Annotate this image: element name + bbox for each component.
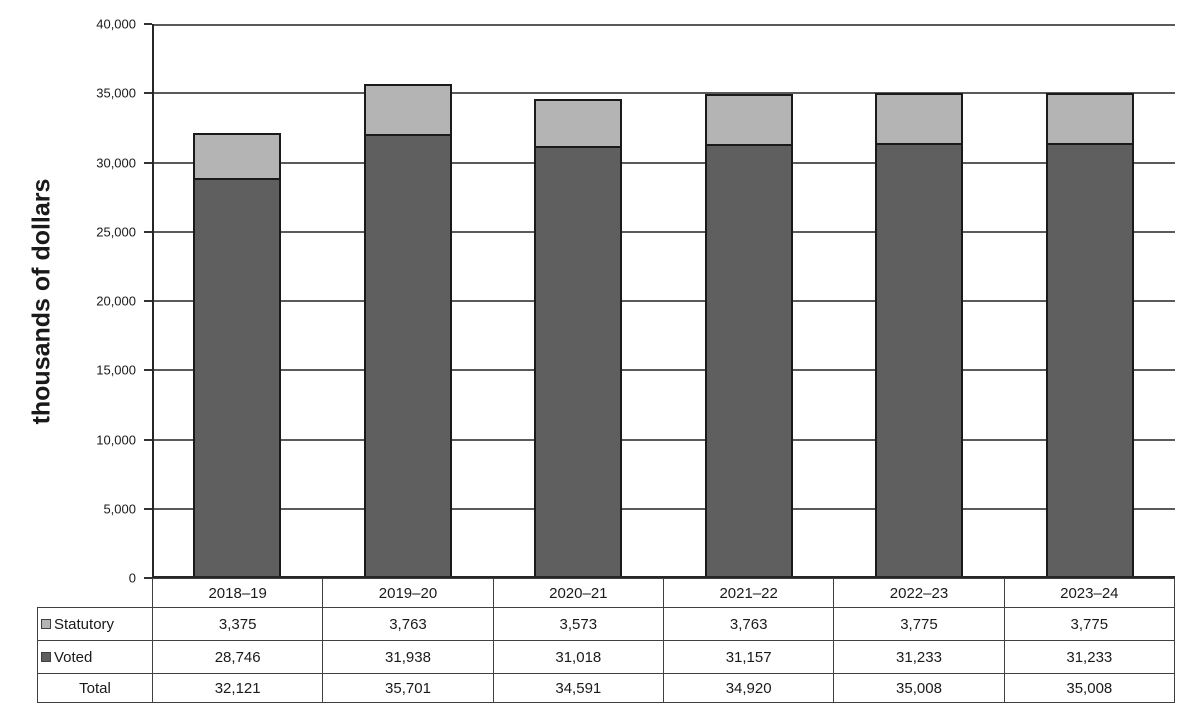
gridline — [152, 438, 1175, 441]
value-cell: 31,233 — [1003, 640, 1176, 674]
value-cell: 3,763 — [322, 607, 494, 641]
gridline — [152, 300, 1175, 302]
value-cell: 32,121 — [151, 673, 324, 703]
y-tick — [144, 300, 152, 302]
bar-segment-statutory — [193, 133, 282, 180]
year-header-cell: 2019–20 — [322, 578, 494, 608]
year-header-cell: 2020–21 — [492, 578, 664, 608]
y-tick-label: 25,000 — [96, 224, 136, 240]
bar-segment-voted — [193, 179, 282, 578]
y-tick — [144, 507, 152, 510]
bar-segment-voted — [875, 145, 964, 578]
y-tick — [144, 577, 152, 579]
gridline — [152, 24, 1175, 26]
legend-label: Statutory — [54, 615, 115, 633]
value-cell: 31,157 — [662, 640, 835, 674]
value-cell: 35,701 — [322, 673, 494, 703]
value-cell: 31,938 — [322, 640, 494, 674]
bar-2019-20 — [363, 83, 452, 578]
bar-2022-23 — [875, 93, 964, 578]
y-tick-label: 0 — [128, 570, 136, 586]
y-tick — [144, 23, 152, 25]
statutory-legend-swatch-icon — [41, 619, 51, 629]
table-corner — [38, 579, 153, 608]
table-row-total: Total 32,121 35,701 34,591 34,920 35,008 35,00… — [37, 673, 1176, 703]
value-cell: 35,008 — [1003, 673, 1176, 703]
value-cell: 28,746 — [151, 640, 324, 674]
value-cell: 3,763 — [662, 607, 835, 641]
row-label-total: Total — [37, 673, 153, 703]
legend-label: Voted — [54, 648, 93, 666]
year-header-cell: 2018–19 — [151, 578, 324, 608]
row-label-voted: Voted — [37, 640, 153, 674]
bar-2020-21 — [534, 98, 623, 578]
value-cell: 35,008 — [833, 673, 1005, 703]
table-row-voted: Voted 28,746 31,938 31,018 31,157 31,233 31,23… — [37, 640, 1176, 674]
gridline — [152, 92, 1175, 95]
plot-area — [152, 24, 1175, 578]
value-cell: 3,375 — [151, 607, 324, 641]
x-axis-line — [152, 576, 1175, 578]
value-cell: 3,775 — [833, 607, 1005, 641]
y-tick — [144, 438, 152, 441]
value-cell: 31,018 — [492, 640, 664, 674]
bar-segment-voted — [704, 146, 793, 578]
bar-segment-statutory — [875, 93, 964, 146]
gridline — [152, 161, 1175, 164]
voted-legend-swatch-icon — [41, 652, 51, 662]
y-axis: 0 5,000 10,000 15,000 20,000 25,000 30,000 35,0… — [0, 17, 140, 586]
value-cell: 31,233 — [833, 640, 1005, 674]
y-tick — [144, 161, 152, 164]
gridline — [152, 507, 1175, 510]
y-tick — [144, 92, 152, 95]
bar-segment-statutory — [1045, 93, 1134, 146]
row-label-statutory: Statutory — [37, 607, 153, 641]
y-tick-label: 15,000 — [96, 362, 136, 378]
year-header-cell: 2022–23 — [833, 578, 1005, 608]
bar-2021-22 — [704, 94, 793, 578]
value-cell: 34,920 — [662, 673, 835, 703]
bar-segment-statutory — [363, 83, 452, 136]
value-cell: 3,775 — [1003, 607, 1176, 641]
bar-2023-24 — [1045, 93, 1134, 578]
data-table: 2018–19 2019–20 2020–21 2021–22 2022–23 2023–… — [37, 578, 1176, 703]
y-tick-label: 10,000 — [96, 432, 136, 447]
bar-segment-voted — [1045, 145, 1134, 578]
value-cell: 34,591 — [492, 673, 664, 703]
value-cell: 3,573 — [492, 607, 664, 641]
bar-segment-voted — [363, 135, 452, 578]
bar-2018-19 — [193, 133, 282, 578]
y-axis-line — [152, 24, 154, 578]
gridline — [152, 369, 1175, 372]
y-tick-label: 40,000 — [96, 16, 136, 32]
y-tick-label: 5,000 — [103, 501, 136, 517]
gridline — [152, 230, 1175, 233]
bar-segment-statutory — [704, 94, 793, 147]
y-tick-label: 35,000 — [96, 85, 136, 101]
year-header-cell: 2021–22 — [662, 578, 835, 608]
y-tick-label: 30,000 — [96, 155, 136, 170]
table-row-statutory: Statutory 3,375 3,763 3,573 3,763 3,775 3,775 — [37, 607, 1176, 641]
bar-segment-statutory — [534, 98, 623, 149]
bar-segment-voted — [534, 148, 623, 578]
y-tick — [144, 230, 152, 233]
y-tick-label: 20,000 — [96, 293, 136, 309]
y-tick — [144, 369, 152, 372]
year-header-cell: 2023–24 — [1003, 578, 1176, 608]
